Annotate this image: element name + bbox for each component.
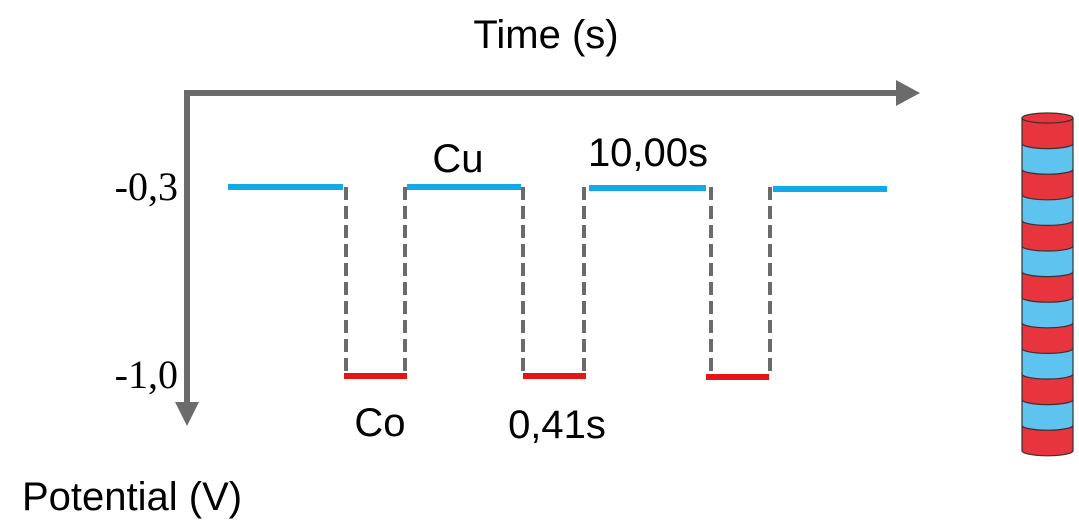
- cu-pulses: [228, 184, 887, 192]
- time-axis-arrow: [896, 80, 920, 106]
- y-axis-label: Potential (V): [22, 475, 242, 519]
- x-axis-label: Time (s): [473, 13, 618, 57]
- cylinder-part: [1021, 143, 1074, 175]
- nanowire-cylinder: [1021, 112, 1074, 457]
- cylinder-part: [1021, 424, 1074, 457]
- cu-label: Cu: [432, 137, 483, 181]
- cylinder-part: [1021, 112, 1074, 124]
- cylinder-part: [1021, 271, 1074, 303]
- cu-duration: 10,00s: [588, 131, 708, 175]
- co-label: Co: [354, 401, 405, 445]
- transitions: [344, 187, 772, 376]
- cylinder-part: [1021, 373, 1074, 406]
- y-level-label: -1,0: [115, 352, 178, 397]
- cylinder-part: [1021, 399, 1074, 431]
- cylinder-part: [1021, 296, 1074, 329]
- potential-axis-arrow: [175, 402, 199, 426]
- co-pulses: [344, 373, 769, 380]
- cylinder-part: [1021, 219, 1074, 252]
- cylinder-part: [1021, 322, 1074, 354]
- cylinder-part: [1021, 245, 1074, 278]
- co-duration: 0,41s: [508, 403, 606, 447]
- cylinder-part: [1021, 117, 1074, 150]
- cylinder-part: [1021, 347, 1074, 380]
- y-level-label: -0,3: [115, 164, 178, 209]
- cylinder-part: [1021, 194, 1074, 226]
- cylinder-part: [1021, 168, 1074, 201]
